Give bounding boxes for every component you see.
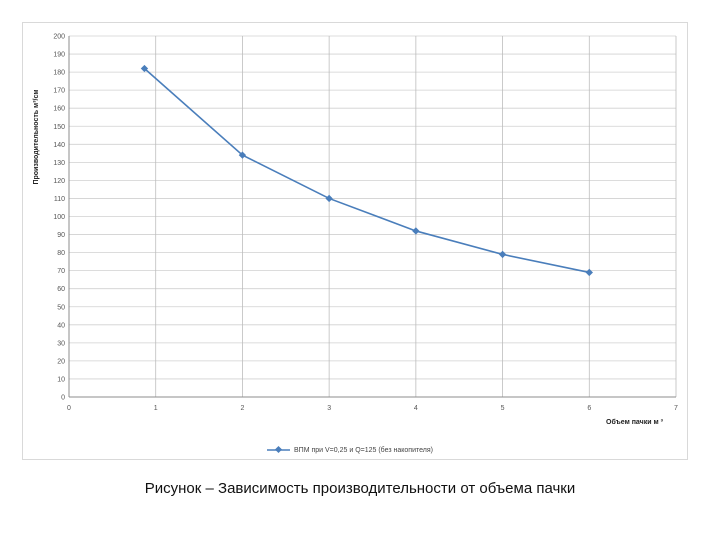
legend[interactable]: ВПМ при V=0,25 и Q=125 (без накопителя) [267,445,433,454]
y-tick-label: 200 [53,34,65,41]
y-tick-label: 30 [57,340,65,347]
x-tick-label: 3 [327,405,331,412]
y-tick-labels: 0 10 20 30 40 50 60 70 80 90 100 110 120 130 140 150 160… [53,34,65,402]
series-line [143,67,590,274]
y-tick-label: 170 [53,88,65,95]
x-tick-label: 1 [154,405,158,412]
y-tick-label: 190 [53,52,65,59]
x-tick-label: 5 [501,405,505,412]
x-tick-label: 6 [587,405,591,412]
y-tick-label: 50 [57,304,65,311]
y-tick-label: 40 [57,322,65,329]
y-tick-label: 20 [57,358,65,365]
y-tick-label: 130 [53,160,65,167]
legend-marker [274,445,283,454]
chart-frame [22,22,688,460]
y-tick-label: 120 [53,178,65,185]
y-tick-label: 100 [53,214,65,221]
y-tick-label: 60 [57,286,65,293]
data-point [238,151,247,159]
axes [68,36,676,398]
x-tick-label: 2 [240,405,244,412]
series-group [140,64,593,277]
vertical-gridlines [155,36,677,397]
y-tick-label: 90 [57,232,65,239]
y-tick-label: 160 [53,106,65,113]
y-tick-label: 110 [54,196,65,203]
x-tick-labels: 0 1 2 3 4 5 6 7 [67,405,678,412]
data-point [498,250,507,259]
y-axis-label: Производительность м³/см [33,89,40,184]
figure-caption: Рисунок – Зависимость производительности… [144,480,576,497]
data-point [325,194,333,203]
y-tick-label: 150 [53,124,65,131]
data-point [140,64,149,73]
y-tick-label: 10 [57,376,65,383]
x-tick-label: 0 [67,405,71,412]
y-tick-label: 80 [57,250,65,257]
x-tick-label: 4 [414,405,418,412]
x-tick-label: 7 [674,405,678,412]
y-tick-label: 70 [57,268,65,275]
data-point [412,227,420,235]
y-tick-label: 140 [53,142,65,149]
chart-svg: 0102030405060708090100110120130140150160… [33,34,678,455]
y-tick-label: 180 [53,70,65,77]
horizontal-gridlines [69,35,676,380]
data-point [585,268,593,277]
y-tick-label: 0 [61,395,65,402]
legend-entry: ВПМ при V=0,25 и Q=125 (без накопителя) [294,446,433,454]
x-axis-label: Объем пачки м ³ [606,418,664,426]
